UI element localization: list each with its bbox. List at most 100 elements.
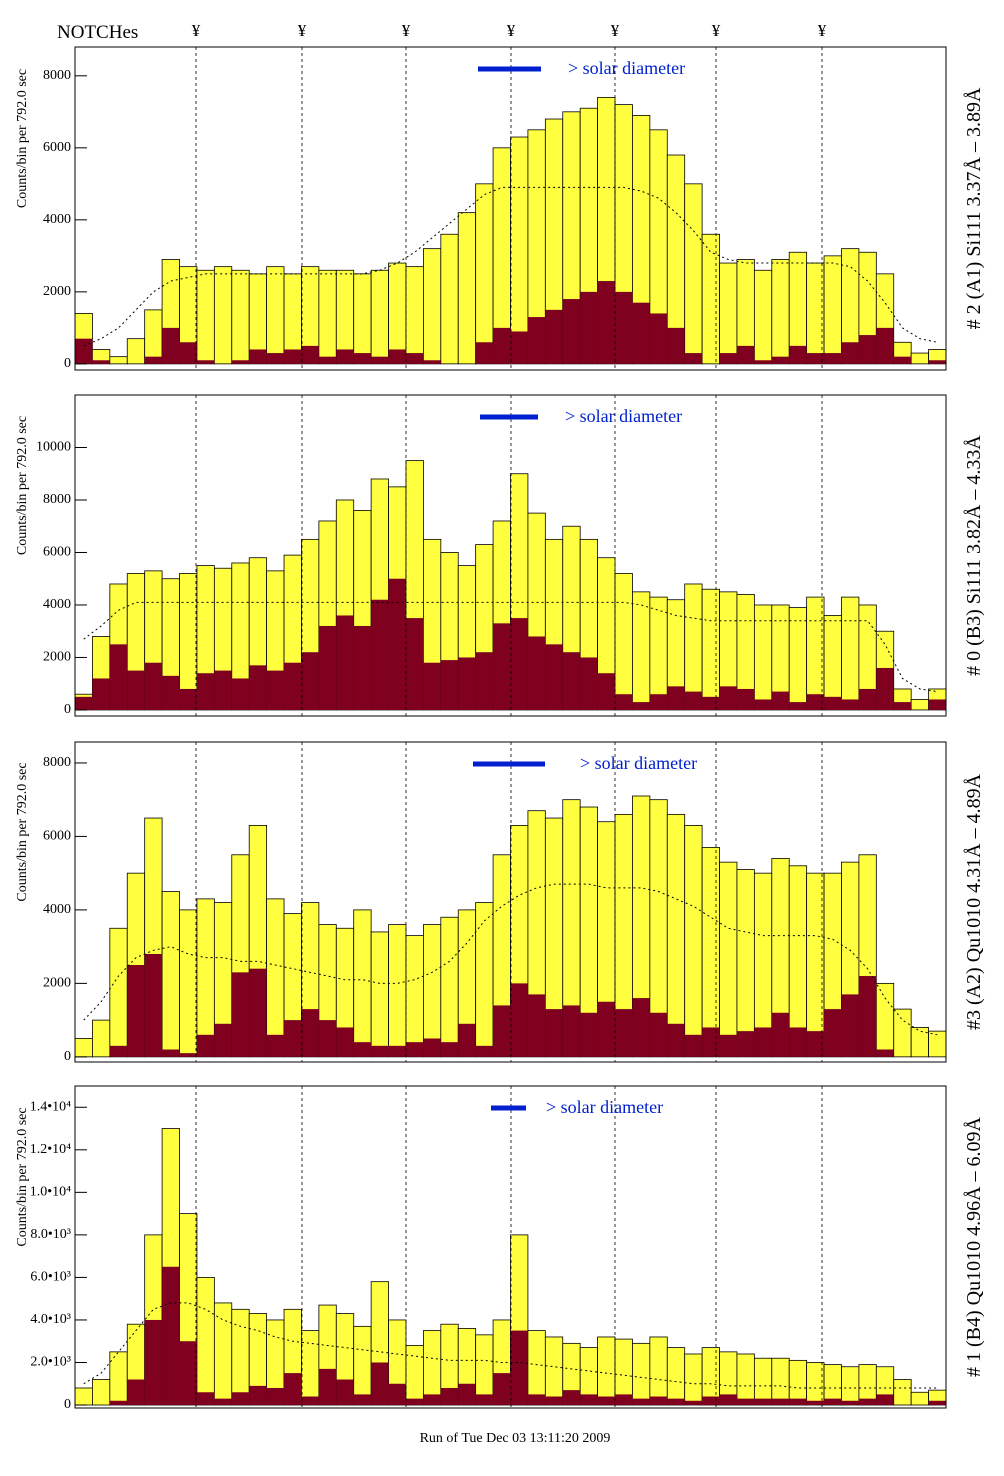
y-tick-label: 2000 (43, 284, 71, 299)
sub-bar (475, 342, 494, 364)
sub-bar (196, 1392, 215, 1406)
sub-bar (562, 1005, 581, 1057)
sub-bar (388, 1383, 406, 1406)
sub-bar (301, 1396, 319, 1406)
sub-bar (318, 625, 337, 710)
y-tick-label: 8000 (43, 492, 71, 507)
y-tick-label: 8.0•10³ (30, 1227, 71, 1242)
total-bar (632, 591, 651, 711)
sub-bar (789, 1027, 807, 1057)
y-tick-label: 6.0•10³ (30, 1270, 71, 1285)
sub-bar (214, 1023, 232, 1057)
sub-bar (371, 599, 389, 710)
model-curve (83, 186, 938, 347)
sub-bar (841, 994, 859, 1057)
total-bar (231, 269, 250, 365)
sub-bar (545, 1396, 563, 1406)
sub-bar (719, 686, 737, 710)
sub-bar (545, 1009, 563, 1057)
total-bar (213, 1302, 233, 1406)
total-bar (597, 1336, 616, 1406)
sub-bar (841, 1400, 859, 1406)
total-bar (126, 338, 146, 365)
sub-bar (493, 623, 511, 710)
sub-bar (249, 349, 267, 364)
model-curve (83, 883, 938, 1036)
sub-bar (858, 1398, 877, 1406)
sub-bar (127, 965, 145, 1057)
sub-bar (562, 299, 581, 364)
sub-bar (527, 636, 546, 710)
total-bar (266, 266, 285, 365)
sub-bar (545, 644, 563, 710)
sub-bar (266, 1034, 285, 1057)
total-bar (196, 1277, 215, 1406)
total-bar (370, 269, 389, 365)
total-bar (92, 1379, 111, 1406)
sub-bar (527, 994, 546, 1057)
total-bar (544, 1336, 564, 1406)
sub-bar (353, 625, 372, 710)
sub-bar (144, 662, 163, 710)
sub-bar (649, 313, 668, 364)
total-bar (771, 1357, 790, 1406)
total-bar (422, 1330, 442, 1406)
sub-bar (214, 1398, 232, 1406)
annotation: > solar diameter (546, 1097, 663, 1117)
sub-bar (475, 1394, 494, 1406)
sub-bar (284, 662, 302, 710)
total-bar (910, 1027, 929, 1058)
sub-bar (231, 972, 250, 1057)
sub-bar (510, 618, 528, 710)
sub-bar (284, 1373, 302, 1406)
sub-bar (318, 1020, 337, 1057)
total-bar (614, 573, 633, 711)
notch-marker: ¥ (712, 21, 721, 40)
total-bar (806, 596, 825, 711)
sub-bar (771, 1012, 790, 1057)
sub-bar (754, 1398, 772, 1406)
notch-title: NOTCHes (57, 22, 138, 43)
sub-bar (771, 356, 790, 364)
sub-bar (736, 1031, 755, 1057)
sub-bar (615, 694, 633, 710)
annotation: > solar diameter (568, 58, 685, 78)
sub-bar (458, 1023, 476, 1057)
sub-bar (632, 1398, 650, 1406)
sub-bar (266, 353, 285, 364)
sub-bar (754, 699, 772, 710)
total-bar (684, 183, 703, 365)
sub-bar (144, 1319, 163, 1406)
total-bar (527, 1330, 546, 1406)
total-bar (109, 1351, 128, 1406)
total-bar (440, 233, 459, 365)
frame (74, 741, 947, 1063)
total-bar (475, 902, 494, 1058)
sub-bar (597, 281, 616, 364)
sub-bar (231, 678, 250, 710)
sub-bar (388, 578, 406, 710)
total-bar (405, 935, 424, 1058)
total-bar (179, 909, 198, 1058)
y-tick-label: 6000 (43, 140, 71, 155)
sub-bar (493, 1373, 511, 1406)
sub-bar (475, 1045, 494, 1057)
sub-bar (423, 1038, 441, 1057)
frame (74, 394, 947, 717)
sub-bar (841, 342, 859, 364)
sub-bar (615, 1394, 633, 1406)
sub-bar (754, 1027, 772, 1057)
sub-bar (667, 327, 685, 364)
y-tick-label: 8000 (43, 755, 71, 770)
sub-bar (545, 309, 563, 364)
frame (74, 46, 947, 371)
sub-bar (736, 345, 755, 364)
sub-bar (371, 1045, 389, 1057)
sub-bar (109, 644, 128, 710)
sub-bar (318, 356, 337, 364)
y-tick-label: 2.0•10³ (30, 1355, 71, 1370)
notch-marker: ¥ (192, 21, 201, 40)
total-bar (684, 1353, 703, 1406)
sub-bar (493, 327, 511, 364)
notch-marker: ¥ (298, 21, 307, 40)
